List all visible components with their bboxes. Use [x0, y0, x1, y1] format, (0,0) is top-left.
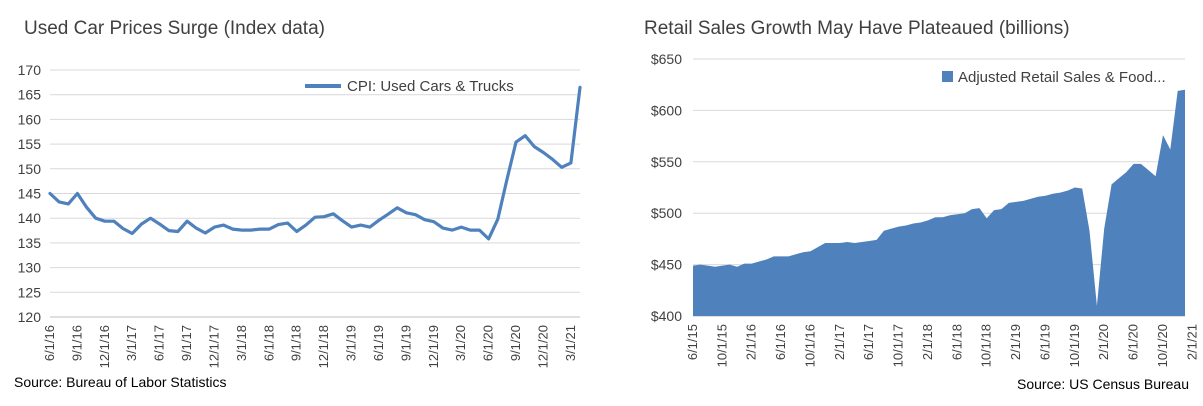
x-tick-label: 6/1/16	[42, 325, 57, 361]
x-tick-label: 9/1/18	[289, 325, 304, 361]
x-tick-label: 9/1/16	[69, 325, 84, 361]
y-tick-label: 170	[18, 62, 42, 78]
source-note: Source: Bureau of Labor Statistics	[14, 374, 227, 390]
y-tick-label: $500	[651, 205, 682, 221]
left-chart-panel: Used Car Prices Surge (Index data) 120 12…	[0, 0, 600, 406]
x-tick-label: 12/1/19	[426, 325, 441, 368]
x-tick-label: 10/1/19	[1067, 324, 1082, 367]
x-tick-label: 12/1/17	[206, 325, 221, 368]
y-tick-label: 140	[18, 210, 42, 226]
x-tick-label: 9/1/17	[179, 325, 194, 361]
y-tick-label: 165	[18, 87, 42, 103]
y-tick-label: 135	[18, 235, 42, 251]
x-tick-label: 9/1/19	[398, 325, 413, 361]
area-chart: $400 $450 $500 $550 $600 $650 6/1/15 10/1/15 2/1…	[651, 51, 1199, 367]
y-tick-label: 125	[18, 284, 42, 300]
legend-box-swatch	[942, 71, 953, 82]
legend-label: Adjusted Retail Sales & Food...	[958, 69, 1166, 86]
x-tick-label: 12/1/16	[97, 325, 112, 368]
y-tick-label: 130	[18, 260, 42, 276]
x-tick-label: 2/1/18	[920, 324, 935, 360]
x-tick-label: 12/1/20	[535, 325, 550, 368]
x-tick-label: 3/1/17	[124, 325, 139, 361]
x-tick-label: 2/1/19	[1008, 324, 1023, 360]
y-tick-label: 150	[18, 161, 42, 177]
x-tick-label: 6/1/19	[371, 325, 386, 361]
x-tick-label: 3/1/20	[453, 325, 468, 361]
x-tick-label: 2/1/17	[832, 324, 847, 360]
x-tick-label: 10/1/17	[891, 324, 906, 367]
y-tick-label: $450	[651, 257, 682, 273]
x-tick-label: 2/1/20	[1096, 324, 1111, 360]
x-tick-label: 2/1/21	[1184, 324, 1199, 360]
right-chart-panel: Retail Sales Growth May Have Plateaued (…	[600, 0, 1203, 406]
x-tick-label: 3/1/21	[563, 325, 578, 361]
x-tick-label: 6/1/20	[1126, 324, 1141, 360]
x-tick-label: 3/1/19	[344, 325, 359, 361]
legend-label: CPI: Used Cars & Trucks	[347, 78, 514, 95]
x-tick-label: 10/1/15	[714, 324, 729, 367]
x-tick-label: 10/1/18	[979, 324, 994, 367]
x-tick-label: 10/1/16	[802, 324, 817, 367]
chart-title: Used Car Prices Surge (Index data)	[24, 18, 325, 39]
y-tick-label: 155	[18, 136, 42, 152]
y-tick-label: $600	[651, 102, 682, 118]
series-line-cpi-used-cars	[48, 85, 582, 241]
x-tick-label: 9/1/20	[508, 325, 523, 361]
x-tick-label: 6/1/15	[685, 324, 700, 360]
x-tick-label: 6/1/20	[481, 325, 496, 361]
x-tick-label: 6/1/16	[773, 324, 788, 360]
x-tick-label: 6/1/17	[861, 324, 876, 360]
y-tick-label: 120	[18, 309, 42, 325]
source-note: Source: US Census Bureau	[1017, 376, 1189, 392]
series-area-retail-sales	[693, 89, 1185, 316]
y-tick-label: $650	[651, 51, 682, 67]
y-tick-label: $550	[651, 154, 682, 170]
x-tick-label: 2/1/16	[744, 324, 759, 360]
y-tick-label: $400	[651, 308, 682, 324]
y-tick-label: 145	[18, 186, 42, 202]
x-tick-label: 10/1/20	[1155, 324, 1170, 367]
chart-title: Retail Sales Growth May Have Plateaued (…	[644, 18, 1070, 39]
x-tick-label: 6/1/17	[152, 325, 167, 361]
x-tick-label: 12/1/18	[316, 325, 331, 368]
line-chart: 120 125 130 135 140 145 150 155 160 165 170 6/1/16 9…	[18, 62, 582, 368]
x-tick-label: 6/1/19	[1037, 324, 1052, 360]
y-tick-label: 160	[18, 111, 42, 127]
x-tick-label: 3/1/18	[234, 325, 249, 361]
x-tick-label: 6/1/18	[949, 324, 964, 360]
x-tick-label: 6/1/18	[261, 325, 276, 361]
